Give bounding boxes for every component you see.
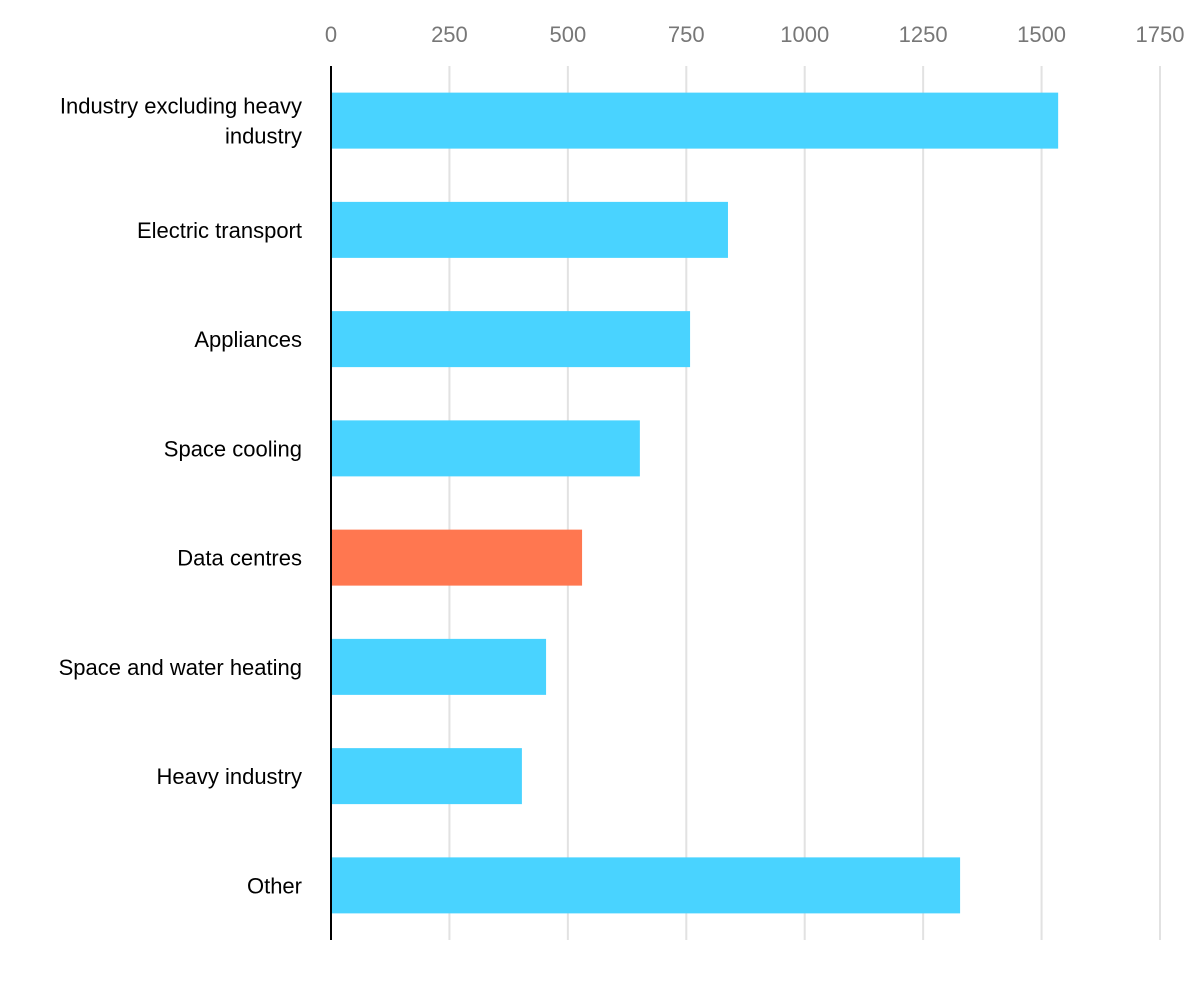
bar [331,311,691,368]
category-label: Space cooling [164,436,302,461]
bar [331,420,640,477]
category-label: Data centres [177,546,302,571]
x-tick-label: 1000 [780,22,829,47]
x-tick-label: 1250 [899,22,948,47]
bar [331,857,961,914]
x-tick-label: 1500 [1017,22,1066,47]
bar [331,748,522,805]
category-label: Electric transport [137,218,302,243]
category-label: Space and water heating [59,655,302,680]
category-label: Industry excluding heavy [60,94,302,119]
x-tick-label: 500 [549,22,586,47]
category-label: industry [225,124,302,149]
category-label: Heavy industry [156,764,302,789]
x-tick-label: 1750 [1136,22,1185,47]
bar [331,92,1059,149]
bar [331,638,547,695]
category-label: Other [247,873,302,898]
x-tick-label: 750 [668,22,705,47]
bar [331,201,728,258]
x-tick-label: 250 [431,22,468,47]
x-tick-label: 0 [325,22,337,47]
category-label: Appliances [194,327,302,352]
bar [331,529,583,586]
